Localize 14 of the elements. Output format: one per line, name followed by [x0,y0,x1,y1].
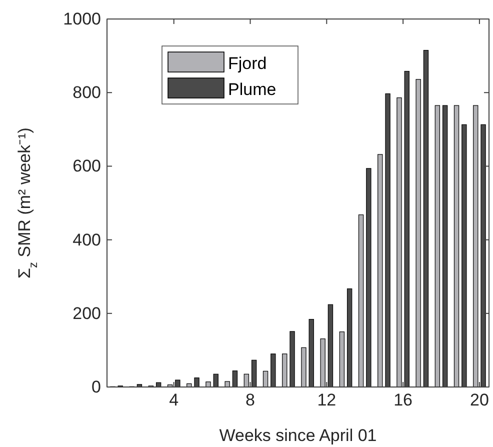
y-tick-label: 400 [72,230,101,250]
x-tick-label: 16 [394,390,413,410]
y-tick-label: 1000 [63,9,101,28]
x-tick-label: 12 [317,390,336,410]
legend-label: Plume [228,80,276,99]
x-axis-title: Weeks since April 01 [219,426,377,445]
y-tick-label: 600 [72,156,101,176]
y-tick-label: 200 [72,304,101,323]
y-tick-label: 800 [72,83,101,102]
y-tick-label: 0 [92,377,101,396]
x-tick-label: 4 [169,390,179,410]
legend-label: Fjord [228,54,267,73]
x-tick-label: 8 [246,390,255,410]
x-tick-label: 20 [470,390,489,410]
